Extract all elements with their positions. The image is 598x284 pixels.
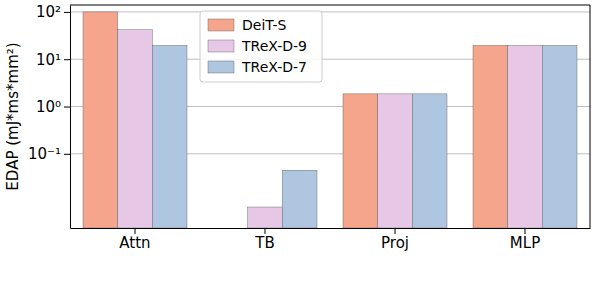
bar [508,45,543,228]
y-tick: 10⁰ [36,98,70,116]
legend-item: DeiT-S [208,17,287,33]
x-tick: TB [254,228,274,252]
legend-label: TReX-D-9 [241,38,307,54]
y-tick-mark [64,107,70,108]
x-axis-line [71,228,591,229]
x-tick-label: Proj [381,234,409,252]
grid-line [70,11,590,12]
y-tick-label: 10⁰ [36,98,61,116]
y-tick-label: 10¹ [36,51,61,69]
bar [248,207,283,228]
frame [590,5,591,228]
y-tick: 10² [36,3,70,21]
legend-swatch [208,19,234,31]
x-tick-label: TB [254,234,274,252]
y-tick: 10¹ [36,51,70,69]
y-tick-mark [64,59,70,60]
bar [412,94,447,228]
y-axis-line [70,6,71,229]
bars [83,12,577,228]
bar [343,94,378,228]
x-tick: Attn [119,228,150,252]
legend: DeiT-S TReX-D-9 TReX-D-7 [200,11,322,82]
frame [70,5,590,6]
plot: 10⁻¹ 10⁰ 10¹ 10² Attn TB Proj MLP DeiT-S TReX-D-9… [28,3,591,251]
bar [378,94,413,228]
legend-label: DeiT-S [242,17,287,33]
bar [542,45,577,228]
legend-swatch [208,40,234,52]
y-tick-mark [64,154,70,155]
legend-item: TReX-D-9 [208,38,307,54]
legend-frame [200,11,322,82]
bar [83,12,118,228]
bar [282,170,317,228]
bar [473,45,508,228]
bar [118,30,153,228]
legend-label: TReX-D-7 [241,59,307,75]
legend-swatch [208,61,234,73]
chart: 10⁻¹ 10⁰ 10¹ 10² Attn TB Proj MLP DeiT-S TReX-D-9… [0,0,598,284]
y-axis: 10⁻¹ 10⁰ 10¹ 10² [28,3,71,228]
y-tick-label: 10⁻¹ [28,145,61,163]
y-tick-label: 10² [36,3,61,21]
y-tick: 10⁻¹ [28,145,70,163]
x-tick-label: MLP [510,234,540,252]
x-tick: MLP [510,228,540,252]
bar [152,45,187,228]
x-tick-label: Attn [119,234,150,252]
y-axis-title: EDAP (mJ*ms*mm²) [4,42,22,190]
y-tick-mark [64,12,70,13]
legend-item: TReX-D-7 [208,59,307,75]
x-tick: Proj [381,228,409,252]
x-axis: Attn TB Proj MLP [71,228,591,252]
